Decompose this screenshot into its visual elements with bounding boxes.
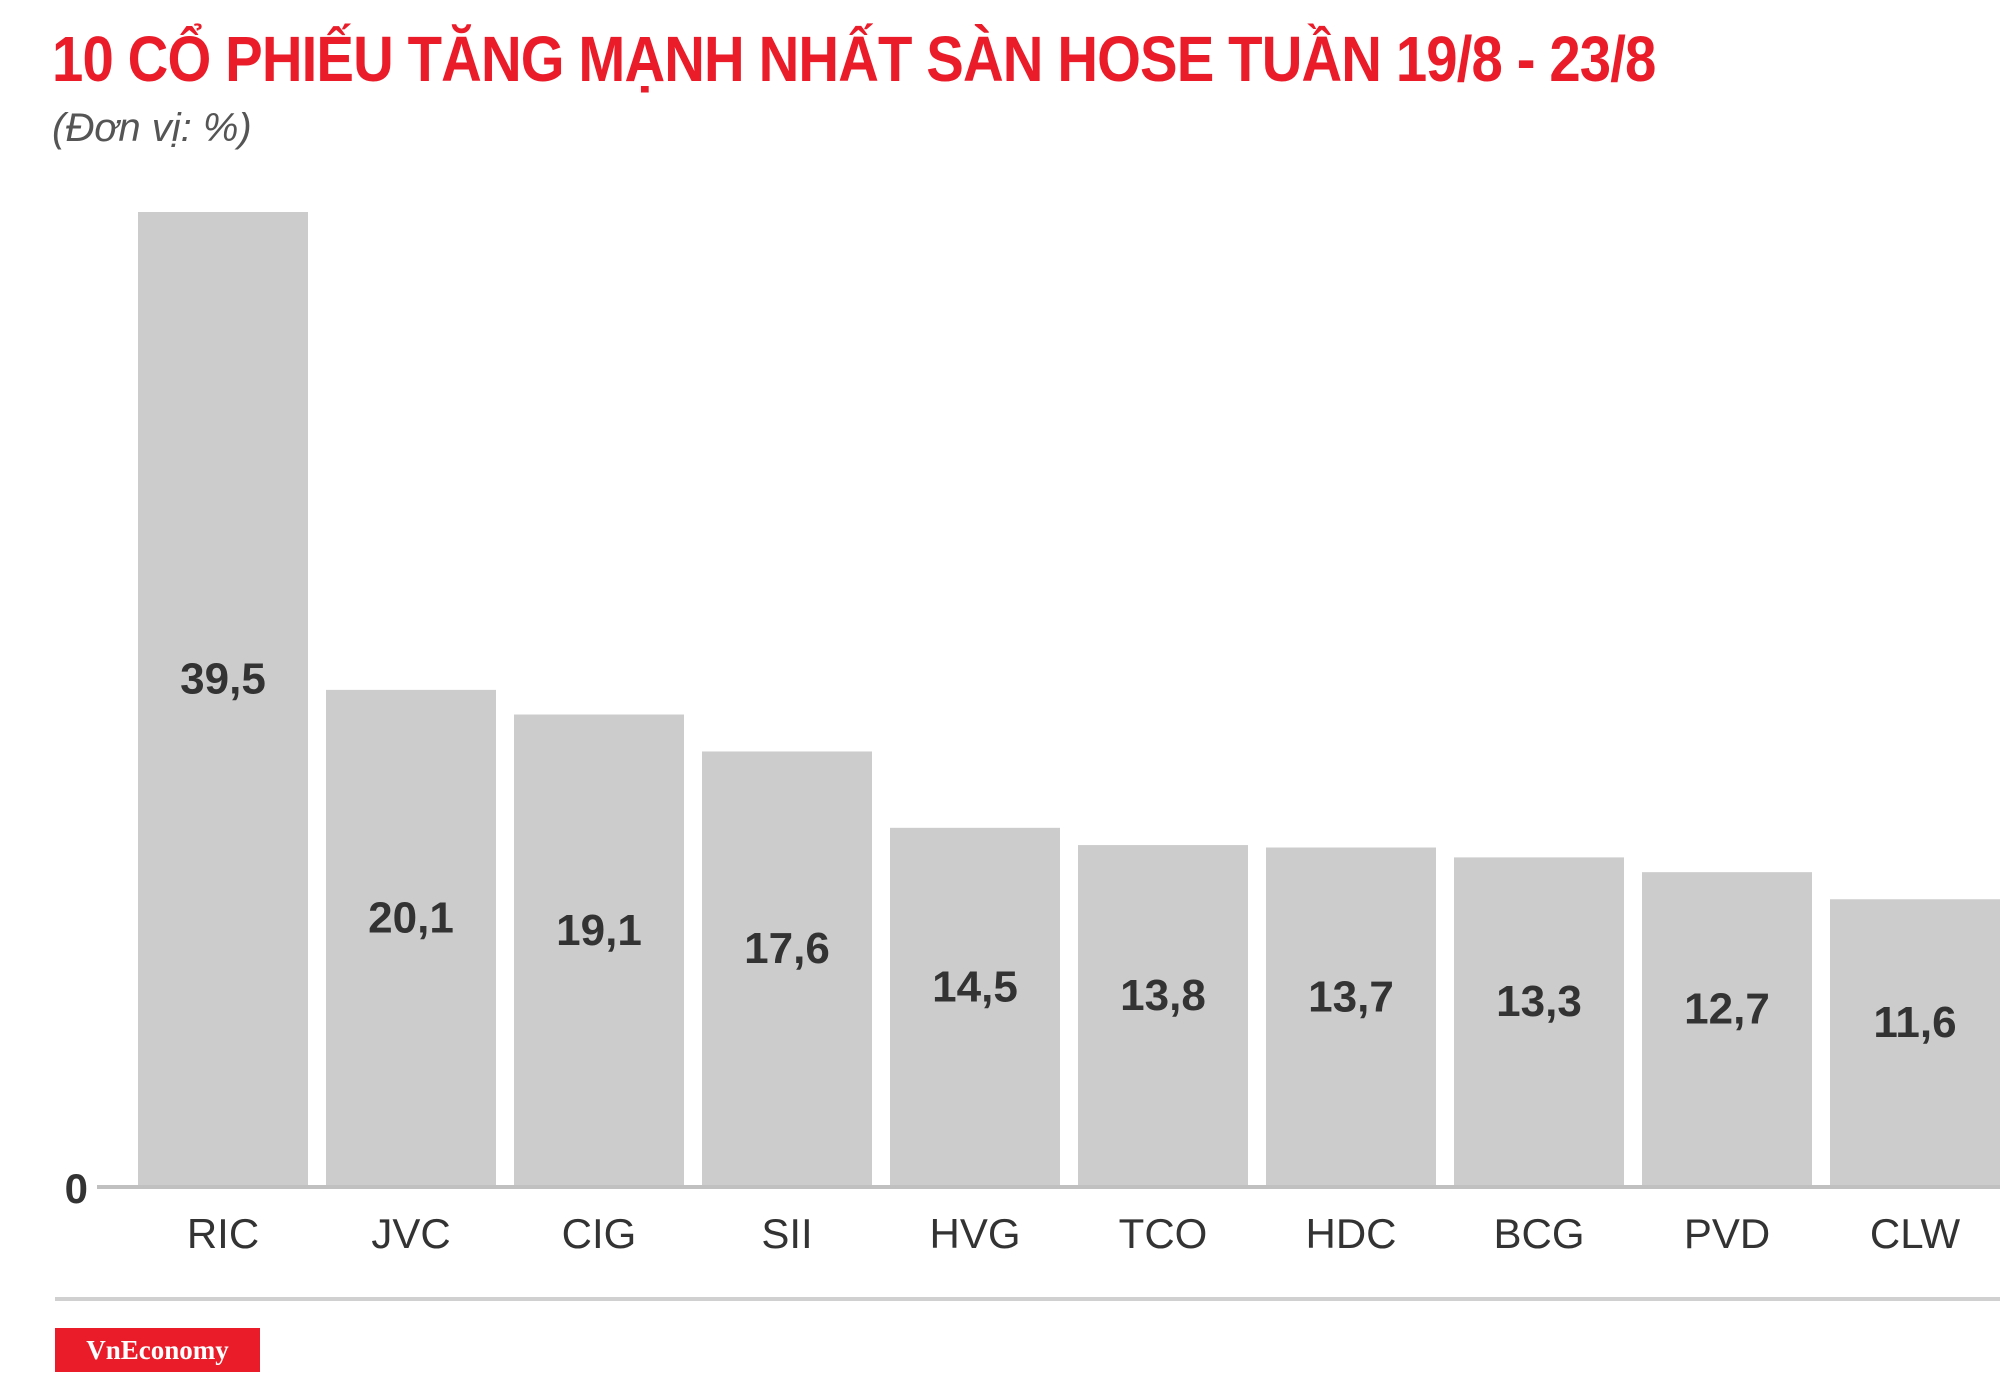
brand-name: VnEconomy (86, 1334, 229, 1365)
value-label: 14,5 (932, 962, 1018, 1011)
bar-cig (514, 714, 684, 1185)
chart-subtitle: (Đơn vị: %) (52, 106, 252, 150)
category-label: BCG (1493, 1210, 1584, 1257)
value-label: 19,1 (556, 906, 642, 955)
category-label: JVC (371, 1210, 450, 1257)
category-label: SII (761, 1210, 812, 1257)
bar-chart: 0 39,5 RIC 20,1 JVC 19,1 CIG 17,6 SII 14,5 HVG 13,… (65, 212, 2000, 1258)
category-label: CIG (562, 1210, 637, 1257)
bars-layer (138, 212, 2000, 1185)
bar-sii (702, 751, 872, 1185)
category-label: PVD (1684, 1210, 1770, 1257)
category-label: RIC (187, 1210, 259, 1257)
category-label: HVG (929, 1210, 1020, 1257)
value-label: 13,3 (1496, 977, 1582, 1026)
category-label: CLW (1870, 1210, 1961, 1257)
brand-logo: VnEconomy (55, 1328, 260, 1372)
category-label: TCO (1119, 1210, 1208, 1257)
labels-layer: 39,5 RIC 20,1 JVC 19,1 CIG 17,6 SII 14,5 HVG 13,8 T… (180, 655, 1960, 1258)
footer-divider (55, 1297, 2000, 1301)
bar-ric (138, 212, 308, 1185)
value-label: 39,5 (180, 655, 266, 704)
bar-bcg (1454, 857, 1624, 1185)
bar-jvc (326, 689, 496, 1185)
value-label: 20,1 (368, 893, 454, 942)
y-tick-label: 0 (65, 1165, 88, 1212)
bar-hdc (1266, 847, 1436, 1185)
value-label: 12,7 (1684, 985, 1770, 1034)
value-label: 13,7 (1308, 972, 1394, 1021)
chart-title: 10 CỔ PHIẾU TĂNG MẠNH NHẤT SÀN HOSE TUẦN… (52, 23, 1656, 95)
bar-tco (1078, 845, 1248, 1185)
value-label: 17,6 (744, 924, 830, 973)
bar-clw (1830, 899, 2000, 1185)
bar-hvg (890, 827, 1060, 1185)
bar-pvd (1642, 872, 1812, 1185)
category-label: HDC (1306, 1210, 1397, 1257)
value-label: 13,8 (1120, 971, 1206, 1020)
value-label: 11,6 (1873, 998, 1956, 1047)
